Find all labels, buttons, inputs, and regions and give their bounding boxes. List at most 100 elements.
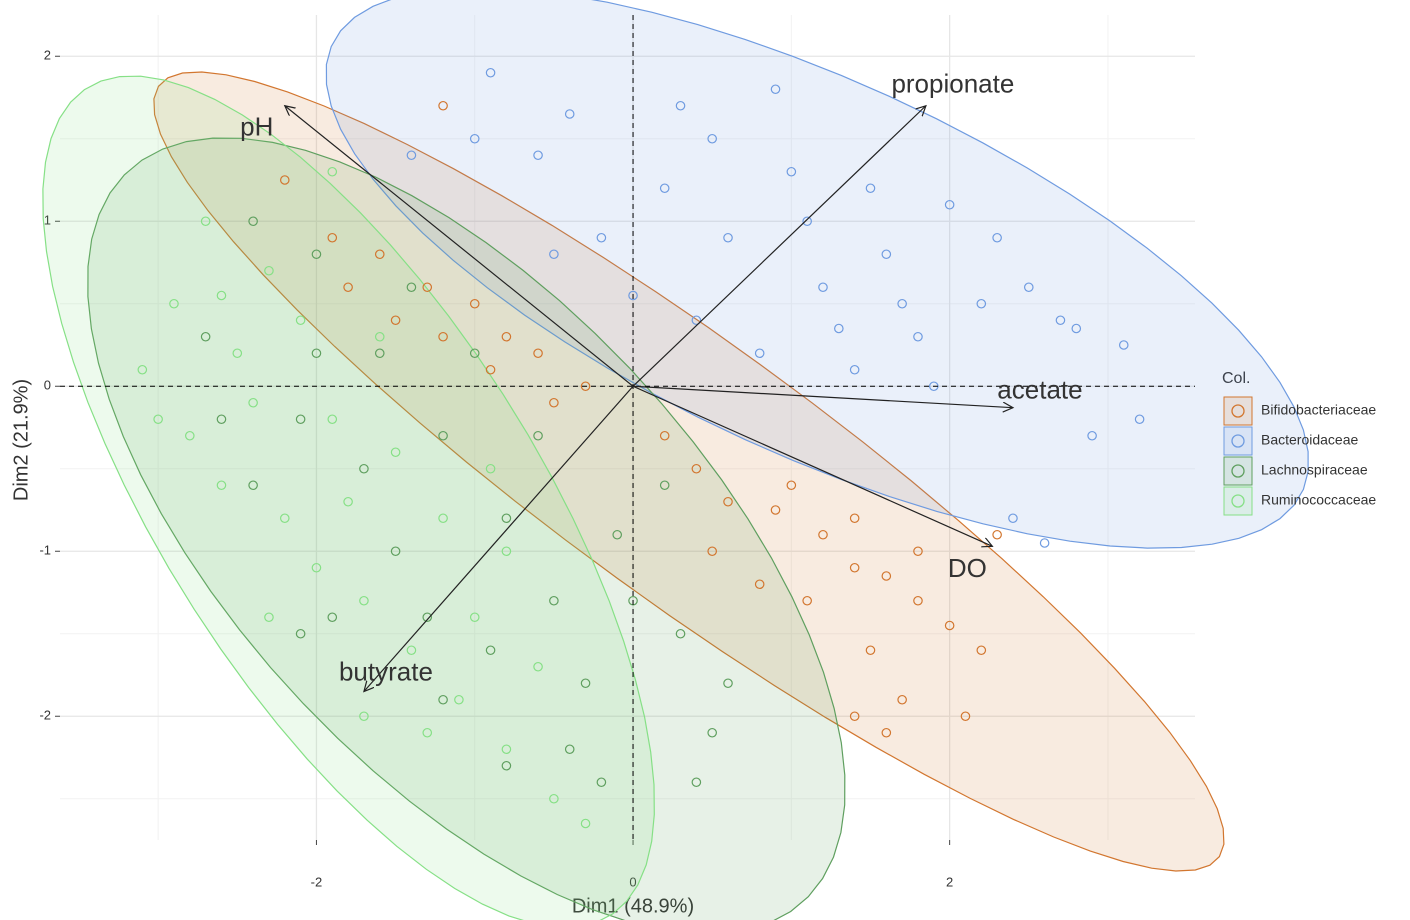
data-point [533, 661, 543, 672]
data-point [501, 546, 512, 557]
data-point [944, 620, 955, 631]
data-point [374, 348, 385, 359]
data-point [406, 645, 417, 656]
data-point [929, 381, 939, 392]
data-point [438, 430, 448, 441]
data-point [1071, 323, 1082, 334]
data-point [723, 678, 733, 689]
data-point [849, 364, 860, 375]
data-point [327, 612, 338, 623]
variable-arrow [632, 106, 926, 387]
data-point [549, 793, 559, 804]
data-point [390, 315, 401, 326]
data-point [422, 727, 433, 738]
y-tick-label: -1 [39, 543, 51, 558]
data-point [1008, 513, 1018, 524]
data-point [865, 645, 876, 656]
data-point [406, 282, 417, 293]
data-point [264, 612, 274, 623]
data-point [264, 265, 274, 276]
data-point [1039, 538, 1050, 548]
data-point [454, 694, 464, 705]
data-point [485, 67, 496, 78]
legend-key [1223, 426, 1253, 456]
data-point [849, 711, 860, 722]
data-point [169, 298, 179, 309]
data-point [311, 562, 322, 573]
data-point [1055, 315, 1066, 326]
data-point [786, 166, 797, 177]
data-point [422, 612, 433, 623]
variable-arrow [364, 385, 634, 691]
data-point [469, 298, 480, 309]
variable-label: pH [240, 112, 273, 142]
data-point [1023, 282, 1034, 293]
data-point [1087, 430, 1097, 441]
data-point [438, 100, 448, 111]
data-point [596, 232, 607, 243]
legend-marker [1231, 404, 1245, 418]
data-point [549, 595, 559, 606]
data-point [992, 529, 1002, 540]
data-point [501, 744, 512, 755]
variable-arrow [633, 385, 1013, 407]
legend-title: Col. [1222, 370, 1250, 387]
data-point [153, 414, 163, 425]
data-point [216, 480, 227, 491]
data-point [390, 447, 401, 458]
data-point [359, 463, 369, 474]
legend-key [1223, 396, 1253, 426]
data-point [659, 430, 670, 441]
data-point [1134, 414, 1145, 425]
data-point [707, 546, 717, 557]
data-point [327, 166, 338, 177]
legend-label: Lachnospiraceae [1261, 462, 1368, 478]
variable-label: DO [948, 553, 987, 583]
data-point [754, 579, 765, 590]
data-point [549, 249, 559, 260]
data-point [343, 282, 353, 293]
confidence-ellipse [153, 71, 1225, 872]
data-point [374, 249, 385, 260]
data-point [723, 232, 733, 243]
data-point [390, 546, 401, 557]
data-point [549, 397, 559, 408]
data-point [327, 232, 338, 243]
data-point [849, 513, 860, 524]
data-point [818, 282, 828, 293]
data-point [580, 381, 591, 392]
data-point [897, 694, 907, 705]
confidence-ellipse [325, 0, 1309, 549]
data-point [580, 678, 591, 689]
variable-label: butyrate [339, 656, 433, 686]
data-point [533, 430, 543, 441]
data-point [248, 480, 258, 491]
data-point [248, 216, 258, 227]
data-point [216, 290, 227, 301]
data-point [691, 315, 702, 326]
data-point [469, 133, 480, 144]
data-point [564, 744, 575, 755]
data-point [359, 595, 369, 606]
data-point [501, 331, 512, 342]
data-point [295, 315, 306, 326]
data-point [295, 628, 306, 639]
data-point [248, 397, 258, 408]
data-point [279, 513, 290, 524]
x-tick-label: 2 [946, 874, 953, 889]
data-point [786, 480, 797, 491]
data-point [707, 133, 717, 144]
data-point [232, 348, 243, 359]
data-point [279, 175, 290, 185]
data-point [976, 645, 987, 656]
data-point [691, 463, 702, 474]
data-point [374, 331, 385, 342]
confidence-ellipse [87, 137, 846, 920]
data-point [469, 612, 480, 623]
y-tick-label: 2 [44, 48, 51, 63]
data-point [770, 505, 781, 515]
data-point [485, 364, 496, 375]
data-point [422, 282, 433, 293]
data-point [628, 290, 638, 301]
